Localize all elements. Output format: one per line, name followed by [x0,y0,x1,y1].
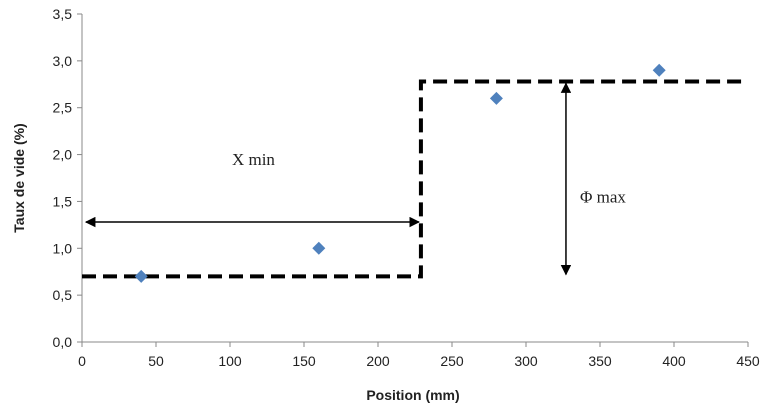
y-tick-label: 2,5 [53,100,73,116]
data-point [652,63,666,77]
data-point [134,269,148,283]
y-tick-label: 3,5 [53,6,73,22]
x-tick-label: 0 [78,353,86,369]
x-tick-label: 350 [588,353,612,369]
x-tick-label: 50 [148,353,164,369]
step-profile-line [82,79,748,279]
x-axis-title: Position (mm) [366,387,459,403]
x-tick-label: 200 [366,353,390,369]
y-tick-label: 1,0 [53,240,73,256]
y-axis-title: Taux de vide (%) [11,123,27,232]
y-tick-label: 0,5 [53,287,73,303]
y-tick-label: 1,5 [53,193,73,209]
data-point [489,91,503,105]
x-tick-label: 300 [514,353,538,369]
data-point [312,241,326,255]
y-tick-label: 2,0 [53,147,73,163]
y-tick-label: 3,0 [53,53,73,69]
y-axis: 0,0 0,5 1,0 1,5 2,0 2,5 3,0 3,5 [53,6,83,350]
x-min-label: X min [232,150,275,169]
step-profile [82,79,748,279]
x-tick-label: 150 [292,353,316,369]
annotations: X min Φ max [84,82,626,276]
x-tick-label: 100 [218,353,242,369]
x-axis: 0 50 100 150 200 250 300 350 400 450 [78,341,760,369]
x-tick-label: 250 [440,353,464,369]
x-tick-label: 400 [662,353,686,369]
y-tick-label: 0,0 [53,334,73,350]
data-points [134,63,666,283]
phi-max-label: Φ max [580,188,626,207]
x-tick-label: 450 [736,353,760,369]
